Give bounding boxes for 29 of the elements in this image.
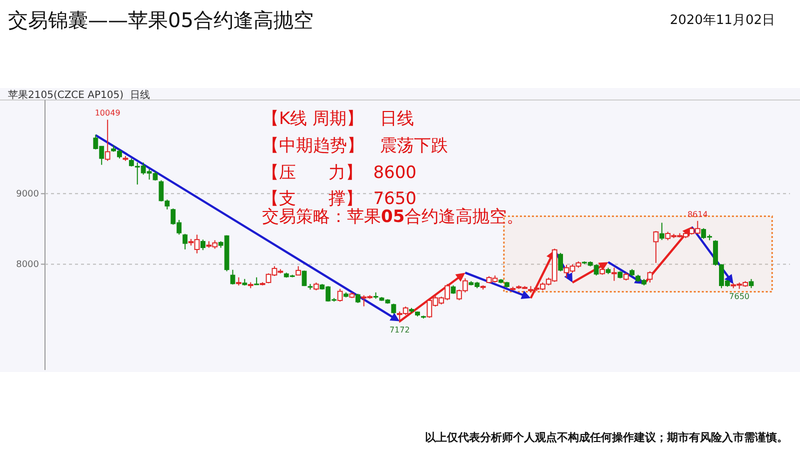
candlestick [611,267,617,282]
text: 以上仅代表分析师个人观点不构成任何操作建议；期市有风险入市需谨慎。 [425,431,788,444]
candlestick [659,222,664,241]
annotation: 交易策略：苹果05合约逢高抛空。 [262,207,524,227]
candlestick [337,288,343,302]
annotation: 【中期趋势】 震荡下跌 [262,136,448,156]
candlestick [302,270,307,287]
annotation: 【压 力】 8600 [262,163,416,183]
y-tick-label: 9000 [16,190,40,200]
text: 2020年11月02日 [670,13,775,28]
candlestick [391,303,396,314]
candlestick [647,270,653,284]
annotation: 7650 [729,292,750,301]
y-tick-label: 8000 [16,260,40,270]
candlestick [558,252,563,272]
candlestick [296,266,301,276]
annotation: 8614 [687,210,708,219]
chart-subtitle: 苹果2105(CZCE AP105) 日线 [8,89,150,101]
annotation: 7172 [389,326,410,335]
candlestick [230,269,236,286]
candlestick [200,239,206,251]
annotation: 【K线 周期】 日线 [262,109,414,129]
candlestick [748,278,754,289]
candlestick [104,119,110,162]
candlestick [653,230,659,264]
candlestick [182,233,188,250]
annotation: 10049 [94,108,120,118]
chart-title: 交易锦囊——苹果05合约逢高抛空 [8,8,314,32]
annotation: 【支 撑】 7650 [262,189,416,209]
